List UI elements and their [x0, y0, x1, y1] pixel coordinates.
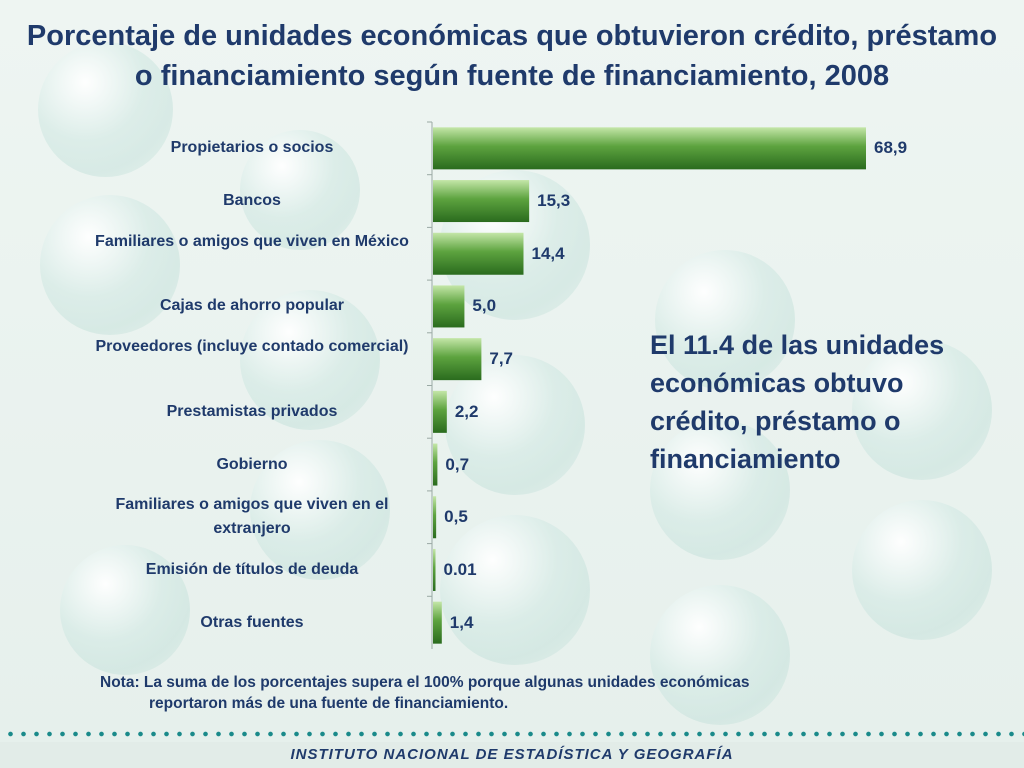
background-bubble	[240, 290, 380, 430]
bar	[433, 285, 465, 328]
category-label: Otras fuentes	[200, 613, 304, 631]
background-bubble	[852, 500, 992, 640]
value-label: 1,4	[449, 612, 474, 632]
footnote-line-1: Nota: La suma de los porcentajes supera …	[100, 674, 750, 691]
bar	[433, 338, 482, 381]
institution-footer: INSTITUTO NACIONAL DE ESTADÍSTICA Y GEOG…	[290, 746, 734, 763]
chart-title: Porcentaje de unidades económicas que ob…	[26, 20, 998, 92]
bar	[433, 127, 866, 170]
value-label: 68,9	[874, 138, 908, 158]
category-label: Proveedores (incluye contado comercial)	[95, 338, 409, 356]
category-label: Gobierno	[216, 455, 288, 473]
value-label: 0,5	[444, 507, 468, 527]
value-label: 15,3	[537, 191, 571, 211]
background-bubble	[852, 340, 992, 480]
category-label: Emisión de títulos de deuda	[145, 560, 359, 578]
category-label: Familiares o amigos que viven en México	[95, 232, 409, 250]
background-bubble	[250, 440, 390, 580]
background-bubble	[650, 420, 790, 560]
bar	[433, 601, 442, 644]
background-bubble	[60, 545, 190, 675]
dotted-divider	[0, 728, 1024, 740]
background-bubble	[38, 42, 173, 177]
footnote: Nota: La suma de los porcentajes supera …	[100, 672, 900, 714]
background-bubble	[40, 195, 180, 335]
value-label: 14,4	[531, 243, 565, 263]
footer-band	[0, 742, 1024, 768]
value-label: 0.01	[443, 559, 477, 579]
value-label: 2,2	[454, 401, 479, 421]
category-label: Prestamistas privados	[166, 402, 338, 420]
summary-callout: El 11.4 de las unidades económicas obtuv…	[650, 330, 945, 474]
value-label: 5,0	[472, 296, 497, 316]
category-label: Familiares o amigos que viven en el extr…	[115, 496, 389, 538]
category-label: Cajas de ahorro popular	[159, 297, 345, 315]
value-label: 7,7	[489, 349, 514, 369]
value-label: 0,7	[445, 454, 470, 474]
bar	[433, 496, 437, 539]
category-label: Bancos	[223, 192, 281, 210]
background-bubble	[440, 515, 590, 665]
bar	[433, 180, 530, 223]
background-bubble	[655, 250, 795, 390]
bar	[433, 390, 447, 433]
background-bubble	[650, 585, 790, 725]
background-bubble	[240, 130, 360, 250]
category-label: Propietarios o socios	[170, 139, 334, 157]
footnote-line-2: reportaron más de una fuente de financia…	[149, 695, 509, 712]
bar	[433, 548, 436, 591]
bar	[433, 232, 524, 275]
bar	[433, 443, 438, 486]
